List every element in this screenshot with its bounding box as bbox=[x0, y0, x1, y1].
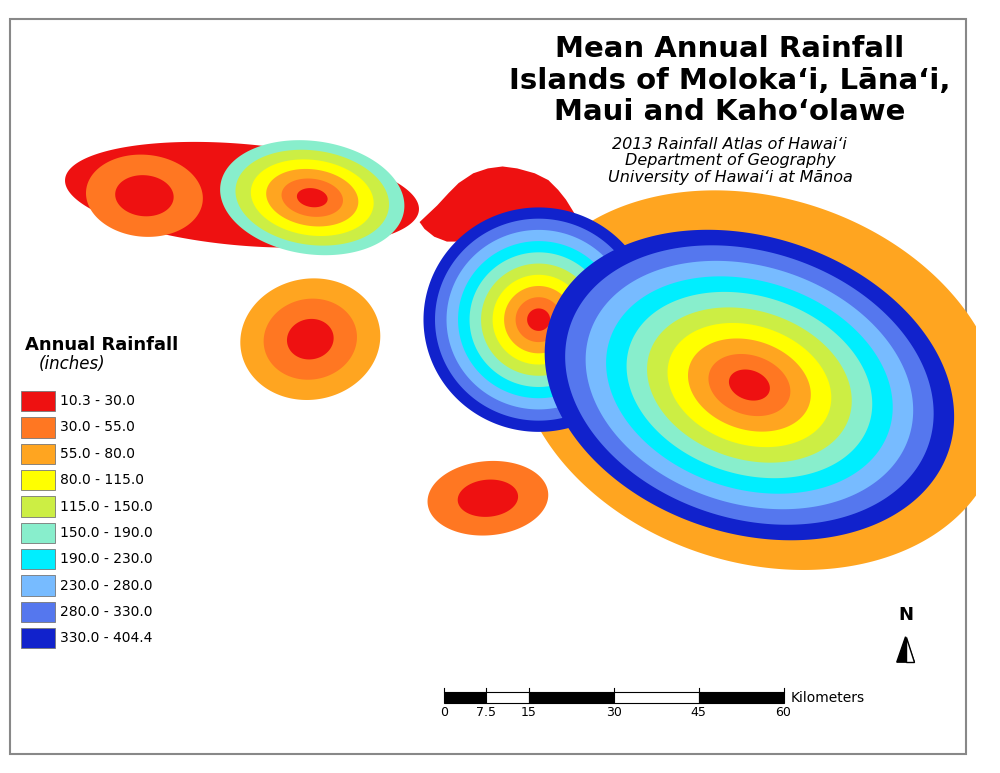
Polygon shape bbox=[647, 308, 852, 463]
Bar bbox=[699, 693, 784, 703]
Polygon shape bbox=[115, 175, 174, 216]
Text: 7.5: 7.5 bbox=[476, 706, 496, 719]
Polygon shape bbox=[481, 264, 596, 376]
Polygon shape bbox=[428, 461, 548, 536]
Bar bbox=[21, 523, 55, 543]
Bar bbox=[529, 693, 614, 703]
Bar bbox=[21, 549, 55, 570]
Text: 15: 15 bbox=[521, 706, 537, 719]
Bar bbox=[21, 391, 55, 411]
Polygon shape bbox=[458, 479, 518, 517]
Text: 280.0 - 330.0: 280.0 - 330.0 bbox=[60, 605, 152, 619]
Polygon shape bbox=[86, 155, 203, 237]
Text: 30: 30 bbox=[606, 706, 622, 719]
Text: University of Hawaiʻi at Mānoa: University of Hawaiʻi at Mānoa bbox=[608, 170, 852, 185]
Polygon shape bbox=[297, 188, 328, 207]
Text: 230.0 - 280.0: 230.0 - 280.0 bbox=[60, 578, 152, 593]
Text: 0: 0 bbox=[440, 706, 448, 719]
Polygon shape bbox=[266, 169, 358, 226]
Polygon shape bbox=[470, 252, 608, 387]
Bar bbox=[21, 444, 55, 464]
Polygon shape bbox=[65, 142, 419, 247]
Text: 150.0 - 190.0: 150.0 - 190.0 bbox=[60, 526, 152, 540]
Polygon shape bbox=[516, 190, 1000, 570]
Polygon shape bbox=[493, 274, 585, 365]
Polygon shape bbox=[420, 166, 941, 412]
Polygon shape bbox=[220, 140, 404, 255]
Polygon shape bbox=[729, 369, 770, 400]
Bar bbox=[444, 693, 486, 703]
Text: 45: 45 bbox=[691, 706, 707, 719]
Polygon shape bbox=[458, 241, 619, 398]
Text: 60: 60 bbox=[776, 706, 791, 719]
Text: (inches): (inches) bbox=[39, 356, 106, 373]
Text: Department of Geography: Department of Geography bbox=[625, 153, 835, 168]
Polygon shape bbox=[516, 297, 562, 342]
Text: N: N bbox=[898, 606, 913, 624]
Polygon shape bbox=[435, 219, 642, 421]
Text: Maui and Kahoʻolawe: Maui and Kahoʻolawe bbox=[554, 98, 906, 126]
Polygon shape bbox=[423, 207, 654, 432]
Text: 80.0 - 115.0: 80.0 - 115.0 bbox=[60, 473, 144, 487]
Text: 10.3 - 30.0: 10.3 - 30.0 bbox=[60, 394, 135, 408]
Polygon shape bbox=[668, 323, 831, 447]
Text: 30.0 - 55.0: 30.0 - 55.0 bbox=[60, 421, 134, 434]
Bar bbox=[614, 693, 699, 703]
Polygon shape bbox=[264, 298, 357, 380]
Polygon shape bbox=[545, 230, 954, 540]
Polygon shape bbox=[527, 308, 550, 331]
Polygon shape bbox=[282, 179, 343, 217]
Text: 190.0 - 230.0: 190.0 - 230.0 bbox=[60, 552, 152, 566]
Text: Islands of Molokaʻi, Lānaʻi,: Islands of Molokaʻi, Lānaʻi, bbox=[509, 66, 951, 94]
Bar bbox=[21, 470, 55, 490]
Bar bbox=[486, 693, 529, 703]
Polygon shape bbox=[597, 254, 921, 506]
Text: Annual Rainfall: Annual Rainfall bbox=[25, 335, 179, 354]
Polygon shape bbox=[235, 150, 389, 246]
Polygon shape bbox=[897, 637, 914, 662]
Text: 55.0 - 80.0: 55.0 - 80.0 bbox=[60, 447, 135, 461]
Polygon shape bbox=[606, 277, 893, 494]
Polygon shape bbox=[240, 278, 380, 400]
Text: 2013 Rainfall Atlas of Hawaiʻi: 2013 Rainfall Atlas of Hawaiʻi bbox=[612, 137, 847, 152]
Text: 115.0 - 150.0: 115.0 - 150.0 bbox=[60, 499, 152, 513]
Polygon shape bbox=[565, 245, 934, 525]
Bar bbox=[21, 628, 55, 649]
Polygon shape bbox=[452, 344, 660, 424]
Bar bbox=[21, 601, 55, 622]
Bar bbox=[21, 575, 55, 596]
Bar bbox=[21, 417, 55, 438]
Bar bbox=[21, 496, 55, 517]
Polygon shape bbox=[287, 319, 334, 359]
Polygon shape bbox=[678, 317, 840, 444]
Text: Kilometers: Kilometers bbox=[790, 691, 865, 705]
Polygon shape bbox=[586, 261, 913, 509]
Text: Mean Annual Rainfall: Mean Annual Rainfall bbox=[555, 36, 905, 63]
Polygon shape bbox=[627, 292, 872, 478]
Polygon shape bbox=[504, 286, 573, 353]
Polygon shape bbox=[251, 159, 374, 236]
Polygon shape bbox=[708, 354, 790, 416]
Text: 330.0 - 404.4: 330.0 - 404.4 bbox=[60, 632, 152, 645]
Polygon shape bbox=[447, 230, 631, 410]
Polygon shape bbox=[906, 637, 914, 662]
Polygon shape bbox=[688, 339, 811, 431]
